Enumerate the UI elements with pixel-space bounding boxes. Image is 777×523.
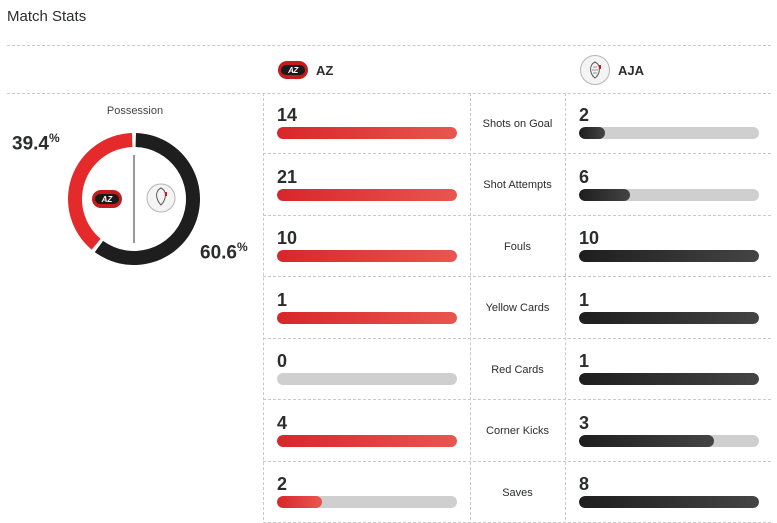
stat-home-bar <box>277 311 457 324</box>
stat-away-value: 2 <box>579 105 590 125</box>
stat-label: Red Cards <box>491 363 544 376</box>
team-header-home: AZ AZ <box>278 55 333 85</box>
az-logo-icon: AZ <box>92 190 122 208</box>
stat-label: Corner Kicks <box>486 425 549 437</box>
stat-away-bar-fill <box>579 373 759 385</box>
stat-away-bar <box>579 188 759 201</box>
stat-home-bar-fill <box>277 127 457 139</box>
possession-arc-home <box>67 133 133 250</box>
stat-away-bar <box>579 311 759 324</box>
stat-row: 21 Shot Attempts 6 <box>263 155 771 216</box>
column-divider <box>263 93 264 520</box>
stat-label: Saves <box>502 486 533 499</box>
column-divider <box>470 93 471 520</box>
stat-home-bar <box>277 188 457 201</box>
stat-home-value: 2 <box>277 474 288 494</box>
stat-home-bar-fill <box>277 250 457 262</box>
stat-home-bar-fill <box>277 496 322 508</box>
stat-home-value: 1 <box>277 289 288 310</box>
stat-label: Shot Attempts <box>483 179 552 191</box>
team-header-away: AJA <box>580 55 644 85</box>
stat-away-bar-fill <box>579 496 759 508</box>
stat-home-value: 4 <box>277 412 288 433</box>
stat-home-bar-fill <box>277 434 457 447</box>
stat-home-bar-fill <box>277 188 457 201</box>
stat-home-value: 10 <box>277 228 298 248</box>
stat-row: 10 Fouls 10 <box>263 216 771 277</box>
stat-home-bar <box>277 127 457 139</box>
stat-row: 4 Corner Kicks 3 <box>263 401 771 462</box>
ajax-logo-icon <box>580 55 610 85</box>
stat-home-value: 21 <box>277 166 298 187</box>
stat-row: 14 Shots on Goal 2 <box>263 93 771 154</box>
possession-label: Possession <box>106 105 164 117</box>
stat-home-value: 14 <box>277 105 298 125</box>
page-title: Match Stats <box>7 8 87 25</box>
stat-row: 2 Saves 8 <box>263 462 771 523</box>
stat-away-bar <box>579 127 759 139</box>
stat-home-bar <box>277 373 457 385</box>
stat-away-value: 8 <box>579 474 590 494</box>
stat-row: 1 Yellow Cards 1 <box>263 278 771 339</box>
stat-home-value: 0 <box>277 351 288 371</box>
svg-text:AZ: AZ <box>101 195 114 204</box>
stat-away-bar-fill <box>579 127 605 139</box>
stat-label: Yellow Cards <box>485 302 550 314</box>
possession-home-value: 39.4% <box>12 131 60 155</box>
possession-arc-away <box>94 133 200 265</box>
stat-label: Fouls <box>504 240 531 253</box>
team-name-away: AJA <box>618 62 645 78</box>
stat-home-bar <box>277 250 457 262</box>
stat-home-bar <box>277 496 457 508</box>
az-logo-icon: AZ <box>278 61 308 79</box>
divider <box>7 93 771 94</box>
stat-away-bar-fill <box>579 434 714 447</box>
ajax-logo-icon <box>146 183 176 213</box>
stat-away-bar <box>579 250 759 262</box>
stat-home-bar-fill <box>277 311 457 324</box>
possession-away-value: 60.6% <box>200 240 248 264</box>
stat-away-bar-fill <box>579 250 759 262</box>
stat-away-value: 10 <box>579 228 600 248</box>
stat-away-bar <box>579 496 759 508</box>
stat-away-value: 6 <box>579 166 590 187</box>
stat-away-value: 1 <box>579 351 590 371</box>
possession-donut-chart: AZ <box>67 133 200 265</box>
stat-away-bar <box>579 434 759 447</box>
stat-away-bar-fill <box>579 188 631 201</box>
stat-row: 0 Red Cards 1 <box>263 339 771 400</box>
stat-away-bar <box>579 373 759 385</box>
stat-away-value: 3 <box>579 412 590 433</box>
stat-away-bar-fill <box>579 311 759 324</box>
column-divider <box>565 93 566 520</box>
team-name-home: AZ <box>316 62 334 78</box>
stat-away-value: 1 <box>579 289 590 310</box>
divider <box>7 45 771 46</box>
stat-home-bar <box>277 434 457 447</box>
stat-label: Shots on Goal <box>482 117 553 130</box>
